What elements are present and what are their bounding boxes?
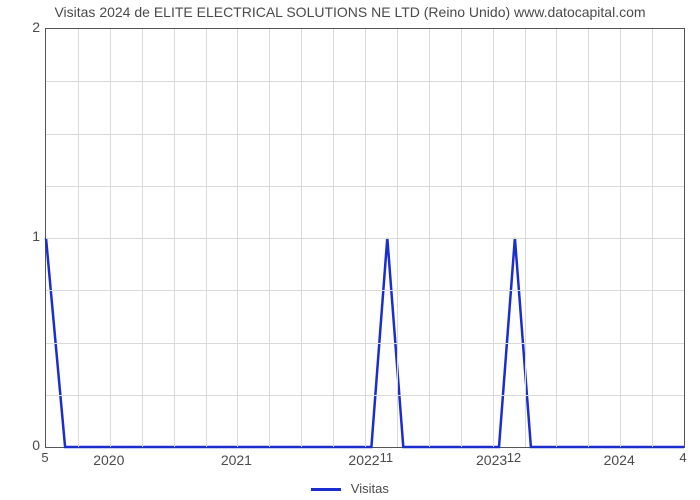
gridline-v xyxy=(206,29,207,447)
point-value-label: 5 xyxy=(41,450,48,465)
gridline-v xyxy=(78,29,79,447)
point-value-label: 11 xyxy=(380,450,394,465)
gridline-v xyxy=(365,29,366,447)
gridline-v xyxy=(237,29,238,447)
visits-chart: Visitas 2024 de ELITE ELECTRICAL SOLUTIO… xyxy=(0,0,700,500)
gridline-v xyxy=(110,29,111,447)
gridline-v xyxy=(397,29,398,447)
gridline-v xyxy=(301,29,302,447)
gridline-v xyxy=(333,29,334,447)
gridline-v xyxy=(652,29,653,447)
legend-swatch xyxy=(311,488,341,491)
gridline-v xyxy=(620,29,621,447)
xtick-label: 2022 xyxy=(348,452,379,468)
plot-area xyxy=(45,28,685,448)
gridline-v xyxy=(588,29,589,447)
xtick-label: 2024 xyxy=(604,452,635,468)
gridline-v xyxy=(174,29,175,447)
ytick-label: 1 xyxy=(10,228,40,244)
legend: Visitas xyxy=(0,481,700,496)
gridline-v xyxy=(142,29,143,447)
chart-title: Visitas 2024 de ELITE ELECTRICAL SOLUTIO… xyxy=(0,4,700,20)
ytick-label: 2 xyxy=(10,19,40,35)
gridline-v xyxy=(493,29,494,447)
legend-label: Visitas xyxy=(351,481,389,496)
gridline-v xyxy=(269,29,270,447)
xtick-label: 2020 xyxy=(93,452,124,468)
xtick-label: 2021 xyxy=(221,452,252,468)
gridline-v xyxy=(556,29,557,447)
xtick-label: 2023 xyxy=(476,452,507,468)
gridline-v xyxy=(461,29,462,447)
point-value-label: 4 xyxy=(679,450,686,465)
gridline-v xyxy=(429,29,430,447)
point-value-label: 12 xyxy=(507,450,521,465)
ytick-label: 0 xyxy=(10,437,40,453)
gridline-v xyxy=(525,29,526,447)
